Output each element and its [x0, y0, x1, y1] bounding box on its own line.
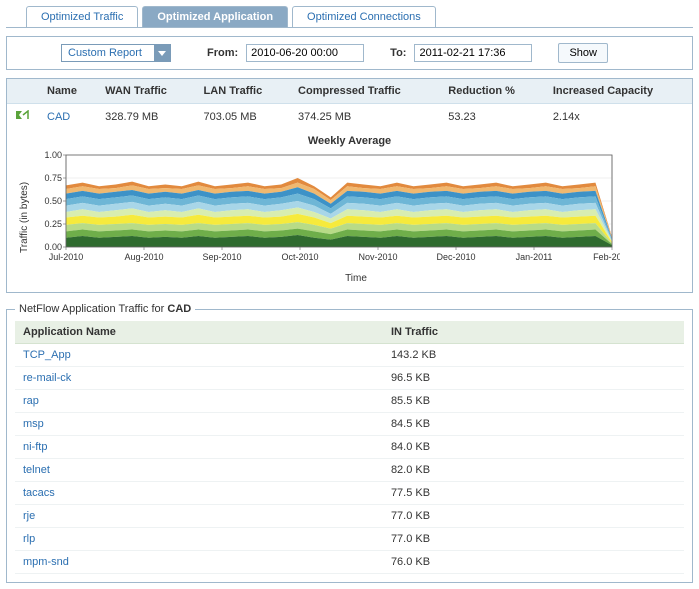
svg-text:0.75: 0.75 — [44, 173, 62, 183]
in-traffic-value: 77.0 KB — [383, 528, 684, 551]
app-name-link[interactable]: telnet — [15, 459, 383, 482]
in-traffic-value: 84.0 KB — [383, 436, 684, 459]
tab-optimized-application[interactable]: Optimized Application — [142, 6, 288, 27]
summary-table: Name WAN Traffic LAN Traffic Compressed … — [7, 79, 692, 129]
svg-text:0.50: 0.50 — [44, 196, 62, 206]
netflow-row: msp84.5 KB — [15, 413, 684, 436]
chart-title: Weekly Average — [17, 135, 682, 147]
app-name-link[interactable]: ni-ftp — [15, 436, 383, 459]
summary-compressed: 374.25 MB — [290, 104, 440, 130]
netflow-legend: NetFlow Application Traffic for CAD — [15, 303, 195, 315]
app-name-link[interactable]: msp — [15, 413, 383, 436]
weekly-average-chart: 0.00 0.25 0.50 0.75 1.00 Jul-2010 Aug-2010 Sep-… — [30, 151, 620, 271]
chart-ylabel: Traffic (in bytes) — [17, 151, 30, 284]
app-name-link[interactable]: rje — [15, 505, 383, 528]
summary-reduction: 53.23 — [440, 104, 545, 130]
netflow-row: tacacs77.5 KB — [15, 482, 684, 505]
summary-capacity: 2.14x — [545, 104, 692, 130]
filter-bar: Custom Report From: To: Show — [6, 36, 693, 70]
tab-optimized-traffic[interactable]: Optimized Traffic — [26, 6, 138, 27]
svg-text:Sep-2010: Sep-2010 — [202, 252, 241, 262]
to-label: To: — [390, 47, 406, 59]
svg-text:Aug-2010: Aug-2010 — [124, 252, 163, 262]
app-name-link[interactable]: TCP_App — [15, 344, 383, 367]
netflow-row: telnet82.0 KB — [15, 459, 684, 482]
chevron-down-icon — [154, 45, 170, 61]
in-traffic-value: 77.0 KB — [383, 505, 684, 528]
svg-text:Nov-2010: Nov-2010 — [358, 252, 397, 262]
summary-name[interactable]: CAD — [39, 104, 97, 130]
svg-text:0.00: 0.00 — [44, 242, 62, 252]
col-lan: LAN Traffic — [196, 79, 291, 104]
to-input[interactable] — [414, 44, 532, 62]
svg-text:Dec-2010: Dec-2010 — [436, 252, 475, 262]
col-reduction: Reduction % — [440, 79, 545, 104]
col-compressed: Compressed Traffic — [290, 79, 440, 104]
col-capacity: Increased Capacity — [545, 79, 692, 104]
in-traffic-value: 143.2 KB — [383, 344, 684, 367]
summary-lan: 703.05 MB — [196, 104, 291, 130]
svg-text:1.00: 1.00 — [44, 151, 62, 160]
netflow-row: ni-ftp84.0 KB — [15, 436, 684, 459]
col-wan: WAN Traffic — [97, 79, 195, 104]
netflow-panel: NetFlow Application Traffic for CAD Appl… — [6, 303, 693, 583]
netflow-table: Application Name IN Traffic TCP_App143.2… — [15, 321, 684, 574]
app-name-link[interactable]: rap — [15, 390, 383, 413]
app-name-link[interactable]: re-mail-ck — [15, 367, 383, 390]
netflow-row: re-mail-ck96.5 KB — [15, 367, 684, 390]
in-traffic-value: 77.5 KB — [383, 482, 684, 505]
report-selector-label: Custom Report — [68, 47, 142, 59]
svg-text:Oct-2010: Oct-2010 — [281, 252, 318, 262]
col-name: Name — [39, 79, 97, 104]
summary-panel: Name WAN Traffic LAN Traffic Compressed … — [6, 78, 693, 293]
col-app: Application Name — [15, 321, 383, 344]
in-traffic-value: 85.5 KB — [383, 390, 684, 413]
netflow-row: rlp77.0 KB — [15, 528, 684, 551]
show-button[interactable]: Show — [558, 43, 608, 63]
chart-area: Weekly Average Traffic (in bytes) 0.000.… — [7, 129, 692, 292]
summary-row: CAD 328.79 MB 703.05 MB 374.25 MB 53.23 … — [7, 104, 692, 130]
netflow-row: mpm-snd76.0 KB — [15, 551, 684, 574]
svg-text:Jul-2010: Jul-2010 — [49, 252, 84, 262]
in-traffic-value: 96.5 KB — [383, 367, 684, 390]
tabs-bar: Optimized TrafficOptimized ApplicationOp… — [6, 6, 693, 28]
svg-text:Jan-2011: Jan-2011 — [516, 252, 553, 262]
report-selector[interactable]: Custom Report — [61, 44, 171, 62]
from-input[interactable] — [246, 44, 364, 62]
app-name-link[interactable]: tacacs — [15, 482, 383, 505]
app-name-link[interactable]: mpm-snd — [15, 551, 383, 574]
col-in: IN Traffic — [383, 321, 684, 344]
chart-xlabel: Time — [30, 273, 682, 284]
in-traffic-value: 82.0 KB — [383, 459, 684, 482]
netflow-row: TCP_App143.2 KB — [15, 344, 684, 367]
summary-wan: 328.79 MB — [97, 104, 195, 130]
netflow-row: rap85.5 KB — [15, 390, 684, 413]
in-traffic-value: 76.0 KB — [383, 551, 684, 574]
svg-text:Feb-2011: Feb-2011 — [593, 252, 620, 262]
in-traffic-value: 84.5 KB — [383, 413, 684, 436]
svg-text:0.25: 0.25 — [44, 219, 62, 229]
status-icon — [15, 110, 29, 120]
tab-optimized-connections[interactable]: Optimized Connections — [292, 6, 436, 27]
app-name-link[interactable]: rlp — [15, 528, 383, 551]
netflow-row: rje77.0 KB — [15, 505, 684, 528]
from-label: From: — [207, 47, 238, 59]
